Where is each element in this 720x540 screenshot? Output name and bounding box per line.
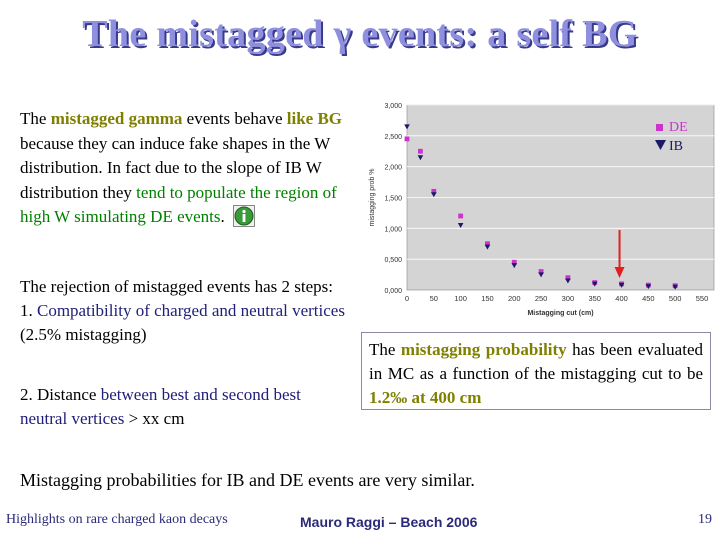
y-tick-label: 0,500 [384,257,402,264]
paragraph-rejection-steps: The rejection of mistagged events has 2 … [20,275,350,347]
data-point-ib [431,192,437,198]
footer-left: Highlights on rare charged kaon decays [6,512,228,527]
summary-text: Mistagging probabilities for IB and DE e… [20,470,475,490]
caption-box: The mistagging probability has been eval… [361,332,711,410]
mistagging-probability-chart: 0,000 0,500 1,000 1,500 2,000 2,500 3,000 0 50 10… [356,97,716,325]
data-point-ib [618,282,625,288]
info-icon[interactable] [233,205,256,227]
x-tick-label: 250 [535,294,548,303]
legend-label-ib: IB [669,139,683,154]
y-tick-label: 3,000 [384,103,402,110]
x-tick-label: 450 [642,294,655,303]
x-tick-label: 100 [454,294,467,303]
data-point-de [404,136,410,142]
legend-marker-ib [655,140,666,150]
data-point-ib [417,155,424,161]
legend-marker-de [656,124,663,131]
data-point-de [458,213,464,219]
x-tick-label: 350 [588,294,601,303]
data-point-ib [511,263,518,269]
data-point-de [538,269,544,274]
data-point-ib [645,284,652,290]
slide-title: The mistagged γ events: a self BG [82,13,638,55]
x-tick-label: 200 [508,294,521,303]
y-tick-label: 2,000 [384,165,402,172]
data-point-ib [591,281,598,287]
data-point-de [418,148,423,154]
x-tick-label: 50 [430,294,438,303]
paragraph-step-two: 2. Distance between best and second best… [20,385,301,428]
paragraph-mistagged-bg: The mistagged gamma events behave like B… [20,109,343,227]
data-point-ib [404,124,410,130]
y-tick-label: 0,000 [384,288,402,295]
y-tick-label: 1,000 [384,226,402,233]
annotation-arrow-head [614,267,625,278]
data-point-ib [672,284,678,290]
highlight-mistagging-probability: mistagging probability [400,340,567,359]
highlight-high-w: tend to populate the region of high W si… [20,182,337,227]
highlight-result-value: 1.2‰ at 400 cm [369,388,482,407]
data-point-ib [457,223,464,229]
data-point-de [485,241,490,247]
y-tick-label: 1,500 [384,196,402,203]
x-tick-label: 300 [562,294,575,303]
step-one: 1. Compatibility of charged and neutral … [20,301,345,344]
page-number: 19 [698,512,712,527]
x-tick-label: 0 [405,294,409,303]
data-point-ib [565,278,571,284]
legend-label-de: DE [669,120,688,135]
highlight-mistagged-gamma: mistagged gamma [50,109,183,128]
data-point-de [511,259,517,265]
x-tick-label: 550 [696,294,709,303]
footer-center: Mauro Raggi – Beach 2006 [300,514,478,530]
highlight-like-bg: like BG [286,109,343,128]
x-axis-label: Mistagging cut (cm) [527,310,593,317]
data-point-de [431,188,437,194]
x-tick-label: 400 [615,294,628,303]
x-tick-label: 150 [481,294,494,303]
y-axis-label: mistagging prob % [369,169,376,227]
y-tick-label: 2,500 [384,134,402,141]
data-point-ib [484,244,491,250]
data-point-ib [538,272,544,278]
data-point-de [565,275,571,281]
x-tick-label: 500 [669,294,682,303]
